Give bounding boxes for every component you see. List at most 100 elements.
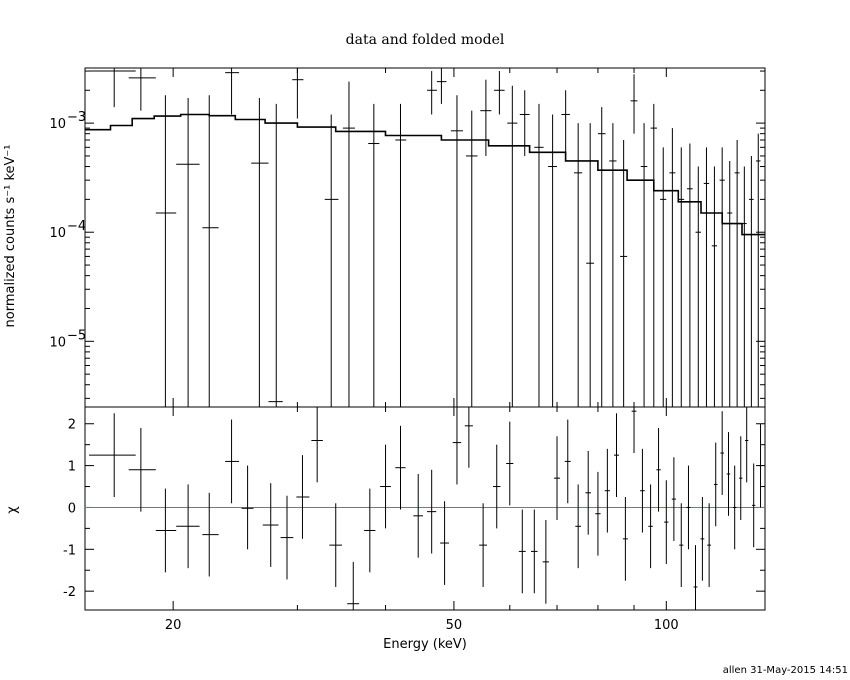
residual-point [686, 465, 691, 550]
x-axis-label: Energy (keV) [383, 637, 467, 652]
data-point [719, 147, 725, 407]
data-point [711, 166, 718, 407]
data-point [494, 71, 505, 115]
residual-point [713, 442, 718, 527]
timestamp-label: allen 31-May-2015 14:51 [723, 665, 848, 676]
residual-point [347, 561, 360, 610]
residual-point [464, 407, 473, 468]
data-point [176, 97, 200, 407]
data-point [609, 123, 617, 407]
residual-point [241, 465, 254, 550]
residual-point [752, 463, 756, 548]
residual-point [671, 457, 676, 541]
data-point [324, 114, 339, 407]
data-point [480, 79, 492, 156]
residual-point [262, 483, 279, 567]
residual-point [656, 427, 661, 512]
data-point [561, 90, 570, 156]
residual-point [440, 501, 449, 585]
residual-point [155, 488, 177, 573]
x-tick-label: 20 [165, 618, 182, 633]
data-point [586, 123, 595, 407]
data-point [534, 103, 544, 407]
y-tick-exponent: −3 [67, 110, 86, 125]
y-tick-label: 2 [68, 418, 76, 433]
data-point [450, 95, 463, 407]
residual-point [595, 471, 601, 556]
residual-point [479, 503, 487, 587]
y-tick-label: -1 [63, 543, 76, 558]
residual-point [128, 427, 156, 512]
residual-point [530, 509, 538, 594]
data-point [727, 160, 733, 407]
data-point [660, 147, 667, 407]
residual-point [542, 520, 550, 604]
chart-title: data and folded model [346, 32, 505, 48]
data-point [436, 68, 447, 104]
data-point [597, 107, 606, 407]
data-point [548, 114, 558, 407]
data-point [650, 103, 657, 407]
y-tick-label: -2 [63, 585, 76, 600]
residual-point [492, 444, 501, 529]
data-point [741, 166, 747, 407]
data-point [292, 68, 304, 119]
residual-point [296, 455, 310, 539]
residual-point [693, 545, 698, 610]
residual-point [720, 411, 724, 495]
residual-point [427, 469, 437, 554]
y-tick-exponent: −4 [67, 219, 86, 234]
residual-point [518, 509, 526, 594]
residual-point [679, 503, 684, 587]
residual-point [726, 432, 731, 516]
residual-point [364, 488, 376, 573]
data-point [155, 95, 177, 407]
residual-point [280, 495, 294, 580]
residual-point [176, 484, 200, 569]
model-line [85, 113, 765, 236]
data-point [342, 81, 355, 407]
data-point [620, 140, 628, 407]
data-point [507, 85, 518, 407]
data-point [703, 147, 710, 407]
residual-point [732, 465, 737, 550]
data-point [268, 103, 283, 407]
data-point [669, 128, 676, 407]
residual-point [648, 484, 653, 569]
x-tick-label: 50 [446, 618, 463, 633]
data-point [574, 123, 583, 407]
residual-point [739, 436, 743, 521]
top-y-axis-label: normalized counts s⁻¹ keV⁻¹ [3, 145, 18, 328]
y-tick-label: 1 [68, 460, 76, 475]
residual-point [225, 419, 240, 504]
residual-point [613, 413, 620, 497]
data-point [128, 68, 156, 111]
x-tick-label: 100 [654, 618, 679, 633]
residual-frame [84, 406, 766, 611]
data-point [251, 97, 269, 407]
data-point [225, 68, 240, 115]
residual-point [506, 421, 514, 506]
residual-point [329, 503, 342, 587]
data-point [630, 74, 638, 134]
y-tick-label: 0 [68, 501, 76, 516]
data-point [202, 95, 219, 407]
y-tick-label: 10 [49, 335, 66, 350]
residual-point [585, 450, 591, 535]
residual-point [631, 407, 637, 454]
residual-point [89, 413, 136, 497]
data-point [519, 90, 530, 156]
residual-point [745, 407, 749, 483]
data-point [465, 110, 478, 407]
data-point [395, 103, 407, 407]
residual-point [452, 407, 462, 485]
data-point [734, 140, 740, 407]
data-point [678, 147, 685, 407]
residual-point [311, 407, 323, 483]
data-point [89, 68, 136, 108]
data-point [427, 71, 437, 115]
y-tick-label: 10 [49, 226, 66, 241]
residual-point [604, 448, 610, 533]
data-point [687, 143, 693, 407]
residual-point [395, 425, 406, 510]
